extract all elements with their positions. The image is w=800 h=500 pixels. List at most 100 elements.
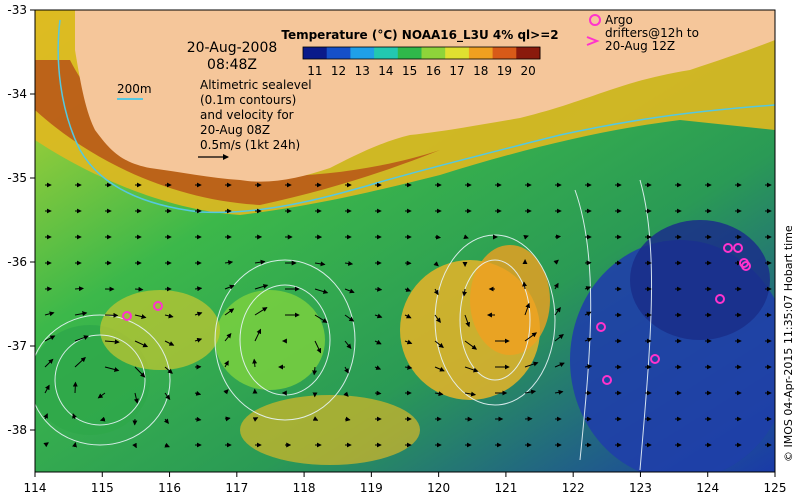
altimetric-line-4: 20-Aug 08Z xyxy=(200,123,270,137)
y-tick-label: -36 xyxy=(7,255,27,269)
colorbar-tick-label: 18 xyxy=(473,64,488,78)
colorbar-swatch xyxy=(397,47,422,59)
velocity-arrow xyxy=(164,442,170,448)
velocity-arrow xyxy=(404,287,412,292)
altimetric-line-3: and velocity for xyxy=(200,108,294,122)
colorbar-swatch xyxy=(421,47,446,59)
velocity-arrow xyxy=(194,337,203,343)
velocity-arrow xyxy=(104,312,119,318)
velocity-arrow xyxy=(133,392,139,404)
velocity-arrow xyxy=(164,392,171,400)
x-tick-label: 125 xyxy=(764,481,787,495)
velocity-arrow xyxy=(252,417,259,422)
velocity-arrow xyxy=(194,416,202,422)
colorbar-tick-label: 19 xyxy=(497,64,512,78)
velocity-arrow xyxy=(314,288,329,294)
argo-line-2: drifters@12h to xyxy=(605,26,699,40)
velocity-arrow xyxy=(132,442,137,449)
x-tick-label: 124 xyxy=(696,481,719,495)
velocity-arrow xyxy=(584,364,593,370)
velocity-arrow xyxy=(374,313,383,319)
velocity-arrow xyxy=(74,335,89,342)
velocity-arrow xyxy=(72,381,78,394)
x-tick-label: 123 xyxy=(629,481,652,495)
velocity-arrow xyxy=(312,366,318,376)
velocity-arrow xyxy=(72,413,77,420)
velocity-arrow xyxy=(223,389,229,395)
velocity-arrow xyxy=(404,339,413,345)
velocity-arrow xyxy=(224,360,229,368)
velocity-arrow xyxy=(164,340,175,346)
colorbar-swatch xyxy=(492,47,517,59)
velocity-arrow xyxy=(97,392,106,399)
colorbar-swatch xyxy=(445,47,470,59)
velocity-arrow xyxy=(554,307,561,316)
y-tick-label: -37 xyxy=(7,339,27,353)
velocity-arrow xyxy=(134,340,149,348)
velocity-arrow xyxy=(404,364,413,370)
velocity-arrow xyxy=(434,366,445,372)
colorbar-swatch xyxy=(516,47,541,59)
velocity-arrow xyxy=(524,332,538,342)
velocity-arrow xyxy=(344,366,349,374)
velocity-arrow xyxy=(464,340,478,350)
velocity-arrow xyxy=(434,391,444,397)
velocity-arrow xyxy=(344,340,352,350)
velocity-arrow xyxy=(374,390,382,396)
velocity-arrow xyxy=(44,311,55,317)
argo-line-3: 20-Aug 12Z xyxy=(605,39,675,53)
velocity-arrow xyxy=(523,234,529,240)
colorbar-tick-label: 14 xyxy=(378,64,393,78)
velocity-arrow xyxy=(553,282,559,290)
argo-legend-circle xyxy=(589,14,601,26)
x-tick-label: 121 xyxy=(494,481,517,495)
x-tick-label: 118 xyxy=(293,481,316,495)
time-label: 08:48Z xyxy=(207,57,257,73)
velocity-arrow xyxy=(314,340,322,354)
x-tick-label: 116 xyxy=(158,481,181,495)
x-tick-label: 119 xyxy=(360,481,383,495)
colorbar-tick-label: 11 xyxy=(307,64,322,78)
velocity-arrow xyxy=(434,314,441,323)
velocity-arrow xyxy=(584,337,593,343)
velocity-arrow xyxy=(344,260,354,266)
map-frame xyxy=(34,9,776,473)
velocity-arrow xyxy=(524,302,531,316)
colorbar-swatch xyxy=(326,47,351,59)
argo-drifter-marker xyxy=(596,322,606,332)
land-mass xyxy=(35,10,775,182)
velocity-arrow xyxy=(74,356,86,368)
argo-drifter-marker xyxy=(650,354,660,364)
velocity-arrow xyxy=(314,261,326,267)
velocity-arrow xyxy=(44,384,50,394)
argo-drifter-marker xyxy=(715,294,725,304)
argo-legend-chevron-icon xyxy=(586,36,600,46)
velocity-arrow xyxy=(374,339,382,345)
y-axis-ticks: -33 -34 -35 -36 -37 -38 xyxy=(7,3,35,437)
velocity-arrow xyxy=(554,362,565,368)
velocity-arrow xyxy=(312,416,319,421)
y-tick-label: -35 xyxy=(7,171,27,185)
velocity-arrow xyxy=(43,442,49,448)
colorbar xyxy=(302,46,541,60)
altimetric-line-2: (0.1m contours) xyxy=(200,93,296,107)
velocity-arrow xyxy=(44,335,56,342)
argo-drifter-marker xyxy=(741,261,751,271)
x-tick-label: 122 xyxy=(562,481,585,495)
altimetric-legend: Altimetric sealevel (0.1m contours) and … xyxy=(198,78,312,160)
velocity-arrow xyxy=(314,314,328,323)
x-tick-label: 114 xyxy=(24,481,47,495)
colorbar-frame xyxy=(302,46,541,60)
velocity-arrow xyxy=(584,311,592,317)
argo-drifter-marker xyxy=(733,243,743,253)
velocity-arrow xyxy=(163,418,169,424)
colorbar-tick-label: 13 xyxy=(355,64,370,78)
argo-drifter-marker xyxy=(723,243,733,253)
velocity-arrow xyxy=(374,286,383,292)
map-plot-area xyxy=(35,10,775,472)
velocity-arrow xyxy=(553,259,559,265)
velocity-arrow xyxy=(74,286,84,292)
colorbar-tick-label: 16 xyxy=(426,64,441,78)
y-tick-label: -33 xyxy=(7,3,27,17)
